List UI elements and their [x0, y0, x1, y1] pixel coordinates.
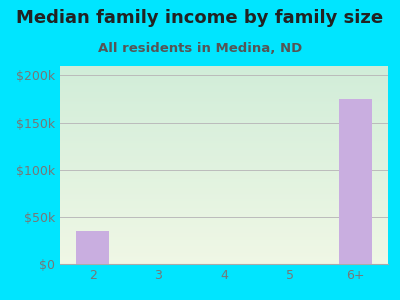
Text: All residents in Medina, ND: All residents in Medina, ND: [98, 42, 302, 55]
Bar: [339, 99, 372, 264]
Text: Median family income by family size: Median family income by family size: [16, 9, 384, 27]
Bar: [76, 231, 109, 264]
